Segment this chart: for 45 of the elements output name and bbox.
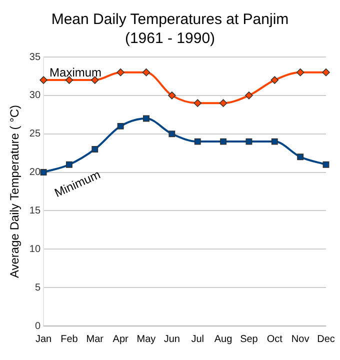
- y-tick-label: 5: [34, 282, 41, 294]
- point: [219, 99, 228, 108]
- point: [92, 146, 98, 152]
- y-tick-label: 10: [29, 244, 41, 255]
- point: [297, 154, 304, 160]
- point: [117, 122, 124, 130]
- point: [168, 92, 176, 100]
- point: [143, 115, 150, 122]
- x-tick-label: Jun: [164, 334, 180, 345]
- point: [270, 76, 279, 84]
- x-tick-label: May: [136, 334, 156, 345]
- y-tick-label: 25: [29, 128, 41, 140]
- point: [116, 68, 124, 76]
- y-tick-label: 35: [29, 52, 41, 63]
- y-tick-label: 20: [29, 167, 41, 178]
- point: [66, 161, 72, 168]
- x-tick-label: Mar: [86, 334, 104, 345]
- point: [296, 68, 304, 76]
- y-tick-label: 0: [34, 320, 41, 332]
- point: [40, 76, 48, 84]
- x-tick-label: Jan: [35, 334, 52, 345]
- y-tick-label: 30: [29, 90, 41, 102]
- point: [142, 68, 150, 76]
- point: [220, 138, 227, 145]
- x-tick-label: Aug: [214, 334, 232, 345]
- series-label: Maximum: [50, 65, 102, 80]
- point: [245, 92, 253, 100]
- x-tick-label: Feb: [60, 334, 78, 345]
- x-tick-label: Apr: [112, 334, 130, 345]
- point: [194, 99, 202, 108]
- y-axis-title: Average Daily Temperature ( °C): [8, 104, 22, 278]
- chart-title: Mean Daily Temperatures at Panjim (1961 - 1990): [50, 10, 290, 48]
- x-tick-label: Dec: [317, 334, 335, 345]
- point: [40, 169, 47, 176]
- x-tick-label: Jul: [191, 334, 204, 345]
- point: [322, 68, 330, 76]
- point: [271, 138, 278, 145]
- point: [322, 161, 330, 168]
- point: [194, 138, 201, 145]
- y-tick-label: 15: [29, 205, 41, 216]
- x-tick-label: Sep: [240, 334, 258, 345]
- point: [246, 138, 252, 145]
- x-tick-label: Nov: [291, 334, 310, 345]
- x-tick-label: Oct: [266, 334, 283, 345]
- point: [168, 130, 176, 138]
